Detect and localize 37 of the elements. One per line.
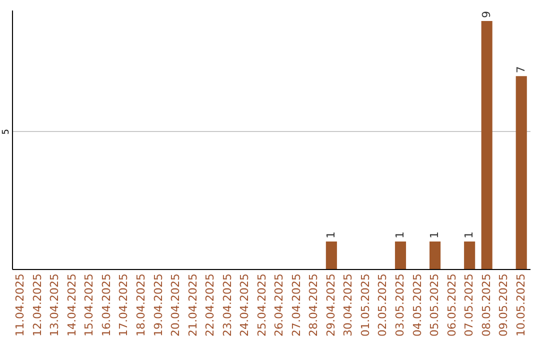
x-tick-label: 10.05.2025 [514,274,528,336]
x-tick-label: 28.04.2025 [307,274,320,336]
x-tick-label: 04.05.2025 [410,274,424,336]
x-tick-label: 05.05.2025 [428,274,442,336]
x-tick-label: 19.04.2025 [152,274,165,336]
x-tick-label: 12.04.2025 [30,274,44,336]
x-tick-label: 23.04.2025 [220,274,234,336]
x-tick-label: 09.05.2025 [497,274,510,336]
x-tick-label: 01.05.2025 [358,274,372,336]
x-tick-label: 20.04.2025 [169,274,182,336]
x-tick-label: 27.04.2025 [290,274,303,336]
x-tick-label: 02.05.2025 [376,274,390,336]
x-tick-label: 08.05.2025 [480,274,493,336]
data-label: 1 [394,231,406,238]
x-tick-label: 16.04.2025 [100,274,113,336]
data-label: 1 [428,231,442,238]
x-tick-label: 11.04.2025 [14,274,27,336]
data-label: 9 [480,11,493,18]
x-tick-label: 29.04.2025 [324,274,338,336]
x-tick-label: 26.04.2025 [272,274,286,336]
x-tick-label: 06.05.2025 [445,274,458,336]
x-tick-label: 21.04.2025 [186,274,200,336]
x-tick-label: 22.04.2025 [204,274,217,336]
y-tick-label: 5 [2,128,12,135]
data-label: 1 [462,231,476,238]
x-tick-label: 30.04.2025 [342,274,355,336]
x-tick-label: 24.04.2025 [238,274,252,336]
data-label: 7 [514,66,528,74]
x-tick-label: 17.04.2025 [117,274,130,336]
x-tick-label: 13.04.2025 [48,274,62,336]
x-tick-label: 18.04.2025 [134,274,148,336]
x-tick-label: 15.04.2025 [82,274,96,336]
x-tick-label: 14.04.2025 [65,274,78,336]
x-tick-label: 25.04.2025 [255,274,268,336]
data-label: 1 [324,231,338,238]
x-tick-label: 03.05.2025 [394,274,406,336]
x-tick-label: 07.05.2025 [462,274,476,336]
